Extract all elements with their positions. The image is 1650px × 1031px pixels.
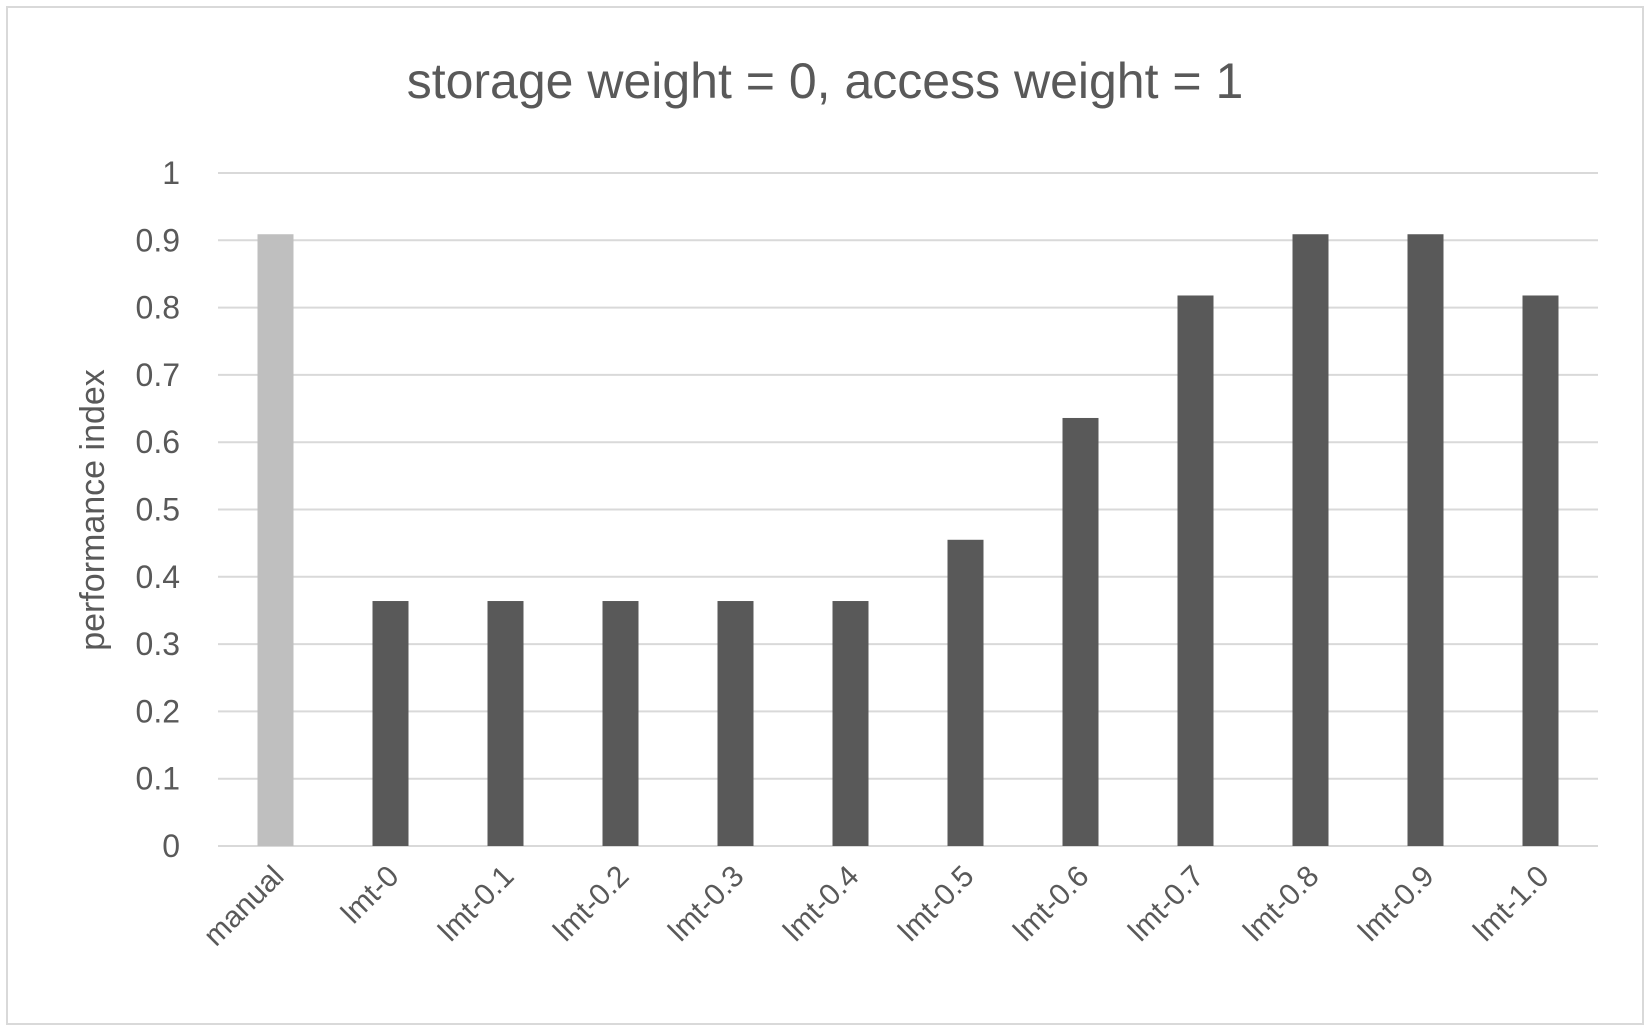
bar-lmt-0.1	[487, 601, 524, 846]
x-tick-label: lmt-0.4	[777, 860, 865, 948]
bar-lmt-0.5	[947, 539, 984, 846]
x-tick-label: lmt-0.1	[432, 860, 520, 948]
bar-lmt-0.6	[1062, 417, 1099, 846]
y-axis-ticks: 0 0.1 0.2 0.3 0.4 0.5 0.6 0.7 0.8 0.9 1	[136, 155, 180, 864]
y-tick-label: 0.6	[136, 424, 180, 460]
bars	[257, 234, 1559, 847]
bar-lmt-0.3	[717, 601, 754, 846]
chart-title: storage weight = 0, access weight = 1	[407, 53, 1244, 109]
y-tick-label: 0.3	[136, 626, 180, 662]
y-tick-label: 0.7	[136, 357, 180, 393]
y-axis-label: performance index	[74, 369, 112, 651]
gridlines	[218, 172, 1598, 847]
bar-manual	[257, 234, 294, 847]
bar-lmt-0.9	[1407, 234, 1444, 847]
x-axis-ticks: manual lmt-0 lmt-0.1 lmt-0.2 lmt-0.3 lmt-0.4 l…	[198, 860, 1556, 953]
y-tick-label: 0.2	[136, 693, 180, 729]
x-tick-label: lmt-0.8	[1237, 860, 1325, 948]
y-tick-label: 0.5	[136, 492, 180, 528]
y-tick-label: 0.9	[136, 222, 180, 258]
x-tick-label: lmt-0.6	[1007, 860, 1095, 948]
x-tick-label: lmt-0.2	[547, 860, 635, 948]
x-tick-label: lmt-0.7	[1122, 860, 1210, 948]
y-tick-label: 0	[162, 828, 180, 864]
x-tick-label: lmt-0.5	[892, 860, 980, 948]
x-tick-label: lmt-0	[335, 860, 405, 930]
bar-lmt-0.4	[832, 601, 869, 846]
bar-lmt-1.0	[1522, 295, 1559, 847]
x-tick-label: lmt-1.0	[1467, 860, 1555, 948]
y-tick-label: 0.4	[136, 559, 180, 595]
y-tick-label: 1	[162, 155, 180, 191]
bar-lmt-0.7	[1177, 295, 1214, 847]
x-tick-label: lmt-0.9	[1352, 860, 1440, 948]
x-tick-label: manual	[198, 860, 291, 953]
x-tick-label: lmt-0.3	[662, 860, 750, 948]
bar-lmt-0	[372, 601, 409, 846]
y-tick-label: 0.1	[136, 761, 180, 797]
bar-lmt-0.2	[602, 601, 639, 846]
y-tick-label: 0.8	[136, 290, 180, 326]
bar-lmt-0.8	[1292, 234, 1329, 847]
